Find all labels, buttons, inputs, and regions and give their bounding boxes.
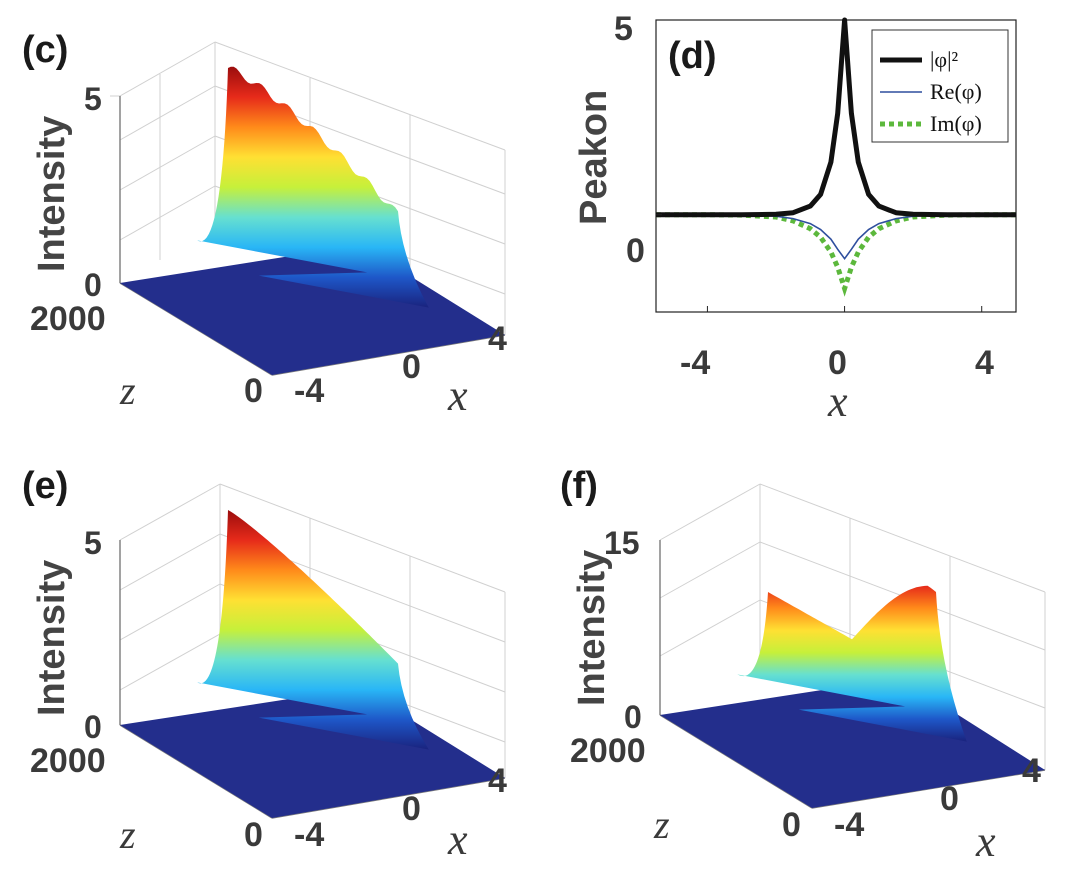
panel-c: (c) Intensity 5 0 2000 0 z -4 0 4 x <box>22 29 507 420</box>
panel-d-x-tick-neg: -4 <box>680 344 710 382</box>
panel-c-x-tick-pos: 4 <box>488 320 507 358</box>
panel-d-xlabel: x <box>827 377 848 426</box>
panel-d-x-tick-zero: 0 <box>828 344 847 382</box>
panel-e-label: (e) <box>22 465 68 507</box>
panel-c-xlabel: x <box>447 371 468 420</box>
panel-d-label: (d) <box>668 35 717 77</box>
panel-e-z-tick-max: 5 <box>84 525 102 561</box>
panel-f-x-tick-zero: 0 <box>940 780 959 818</box>
panel-e-x-tick-pos: 4 <box>488 762 507 800</box>
panel-f-floor <box>660 678 1045 808</box>
panel-d-legend-label-1: |φ|² <box>930 47 959 72</box>
panel-c-z-tick-min: 0 <box>84 267 102 303</box>
panel-e-x-tick-neg: -4 <box>294 816 324 854</box>
panel-c-depth-tick-max: 2000 <box>30 300 106 338</box>
panel-e-z-tick-min: 0 <box>84 709 102 745</box>
panel-c-label: (c) <box>22 29 68 71</box>
panel-f-surface <box>737 585 967 742</box>
panel-e-x-tick-zero: 0 <box>402 790 421 828</box>
panel-d-y-tick-max: 5 <box>614 10 633 48</box>
panel-d: (d) Peakon 5 0 -4 0 4 x |φ|² Re(φ) Im(φ) <box>573 10 1017 426</box>
panel-f-label: (f) <box>560 465 598 507</box>
panel-f-depth-tick-min: 0 <box>782 806 801 844</box>
panel-c-z-tick-max: 5 <box>84 81 102 117</box>
panel-d-legend-label-3: Im(φ) <box>930 111 982 136</box>
panel-d-legend-label-2: Re(φ) <box>930 79 982 104</box>
panel-d-y-tick-zero: 0 <box>626 232 645 270</box>
panel-c-floor <box>120 245 505 375</box>
panel-e-xlabel: x <box>447 815 468 864</box>
panel-c-ylabel: Intensity <box>31 116 73 272</box>
panel-f-ylabel: Intensity <box>571 550 613 706</box>
panel-e-floor <box>120 688 505 818</box>
panel-e-depth-tick-min: 0 <box>244 816 263 854</box>
panel-d-legend-box <box>871 29 1009 143</box>
panel-f-z-tick-min: 0 <box>624 699 642 735</box>
panel-d-legend: |φ|² Re(φ) Im(φ) <box>871 29 1009 143</box>
panel-e-depth-tick-max: 2000 <box>30 742 106 780</box>
panel-f: (f) Intensity 15 0 2000 0 z -4 0 4 x <box>560 465 1046 866</box>
panel-f-x-tick-neg: -4 <box>834 806 864 844</box>
panel-f-depth-label: z <box>653 802 670 847</box>
panel-c-depth-tick-min: 0 <box>244 372 263 410</box>
panel-e: (e) Intensity 5 0 2000 0 z -4 0 4 x <box>22 465 507 864</box>
panel-c-x-tick-neg: -4 <box>294 372 324 410</box>
panel-f-depth-tick-max: 2000 <box>570 732 646 770</box>
panel-d-x-tick-pos: 4 <box>975 344 994 382</box>
panel-f-xlabel: x <box>975 817 996 866</box>
panel-e-depth-label: z <box>119 812 136 857</box>
panel-e-surface <box>197 510 429 750</box>
panel-c-depth-label: z <box>119 368 136 413</box>
panel-f-z-tick-max: 15 <box>604 525 640 561</box>
panel-c-x-tick-zero: 0 <box>402 348 421 386</box>
panel-f-x-tick-pos: 4 <box>1022 752 1041 790</box>
panel-e-ylabel: Intensity <box>31 560 73 716</box>
panel-c-surface <box>197 66 429 308</box>
panel-d-ylabel: Peakon <box>573 90 615 225</box>
panel-d-series <box>656 17 1016 312</box>
panel-d-series-1 <box>656 17 1016 218</box>
